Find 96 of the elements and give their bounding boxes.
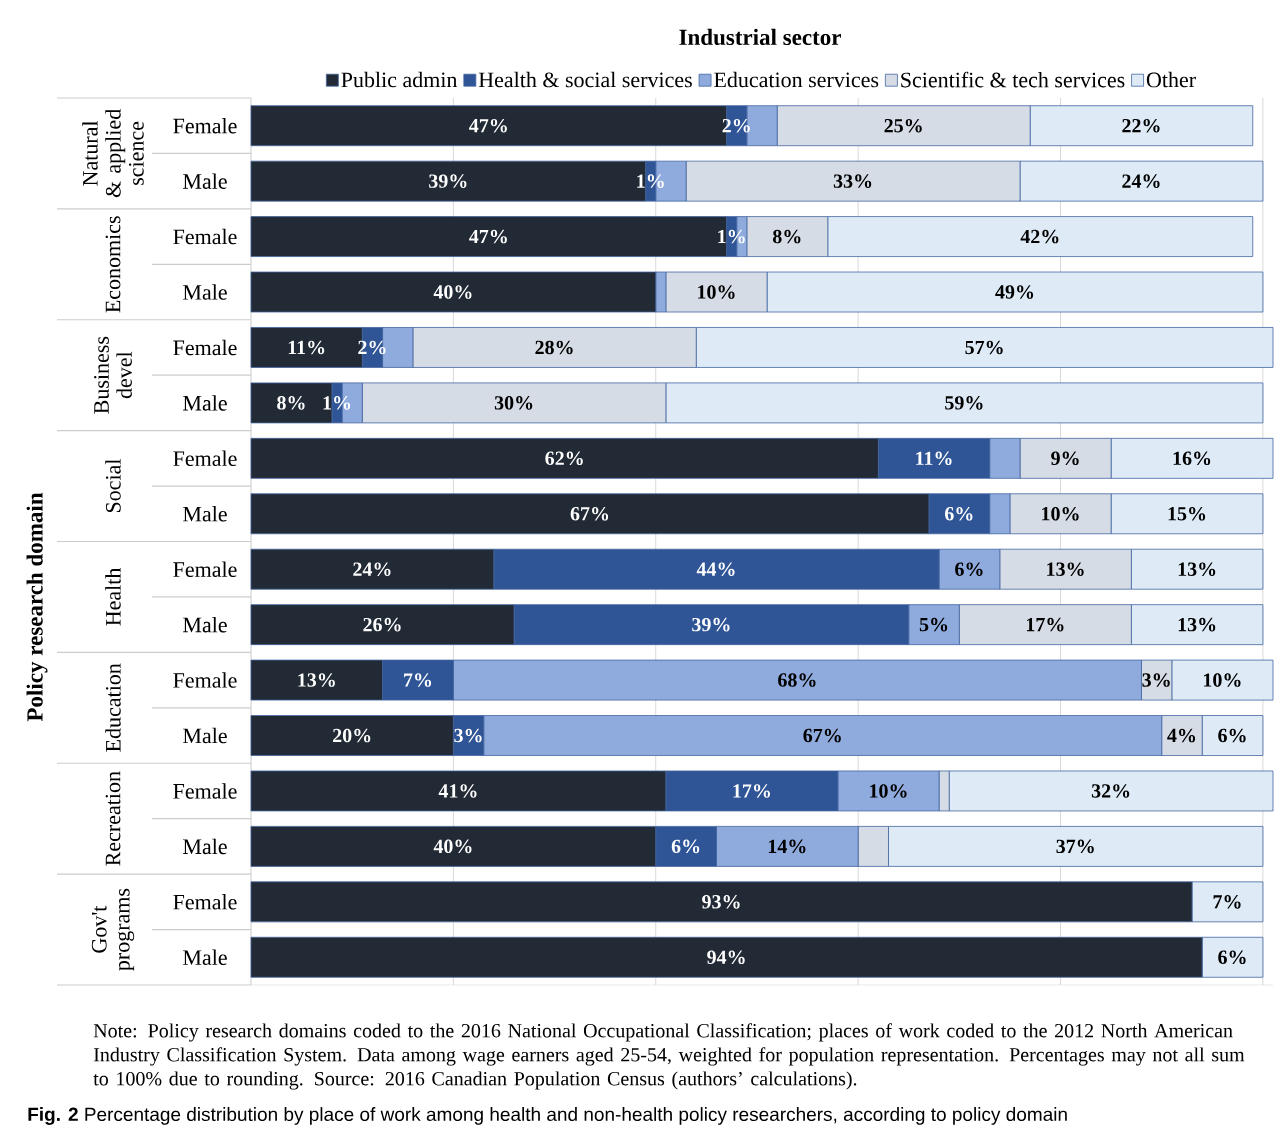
data-label: 26% [363,617,401,632]
data-label: 40% [433,839,472,854]
data-label: 42% [1020,229,1059,244]
y-tick-label: Female [173,228,237,245]
data-label: 7% [404,673,432,687]
data-label: 59% [945,396,983,410]
text: Policy research domain [26,492,48,722]
text: Education [105,663,121,752]
data-label: 11% [288,340,325,355]
data-label: 1% [637,174,664,188]
data-label: 41% [438,784,477,798]
data-label: 13% [298,673,335,687]
data-label: 11% [916,451,952,466]
data-label: 47% [469,229,507,244]
y-tick-label: Female [173,339,237,356]
y-tick-label: Male [183,616,227,633]
data-label: 49% [995,285,1034,299]
data-label: 5% [919,617,948,632]
data-label: 68% [778,673,816,687]
data-label: 37% [1056,839,1094,854]
text: Fig. 2 Percentage distribution by place of work among health and non-health policy researchers, according to policy domain [28,1107,1067,1125]
data-label: 10% [698,285,735,299]
data-label: 22% [1122,118,1160,133]
data-label: 9% [1051,451,1079,466]
data-label: 57% [965,340,1003,355]
data-label: 6% [1218,728,1246,743]
data-label: 93% [702,895,740,909]
data-label: 17% [733,784,771,798]
data-label: 8% [772,229,801,244]
data-label: 30% [494,396,533,410]
data-label: 7% [1213,895,1241,909]
data-label: 6% [1218,950,1246,965]
data-label: 32% [1091,784,1130,798]
y-tick-label: Female [173,672,237,688]
y-tick-label: Female [173,117,237,134]
data-label: 10% [870,784,907,798]
data-label: 24% [1122,174,1160,188]
data-label: 94% [707,950,745,965]
data-label: 4% [1167,728,1196,743]
data-label: 3% [454,728,482,743]
data-label: 3% [1142,673,1170,687]
data-label: 24% [353,562,391,576]
text: Health [105,567,121,626]
data-label: 13% [1178,617,1216,632]
data-label: 33% [833,174,872,188]
legend-label: Other [1146,71,1196,88]
y-tick-label: Female [173,783,237,799]
data-label: 16% [1173,451,1211,466]
data-label: 10% [1204,673,1241,687]
y-tick-label: Male [183,727,227,744]
data-label: 47% [469,118,507,133]
data-label: 20% [333,728,371,743]
data-label: 67% [803,728,841,743]
y-tick-label: Male [183,838,227,855]
data-label: 6% [671,839,700,854]
text: Economics [105,216,121,313]
data-label: 10% [1042,507,1079,521]
legend-label: Health & social services [478,71,692,88]
text: Note: Policy research domains coded to the 2016 National Occupational Classification; places of work coded to the 2012 North American Industry Classification System. Data among wage earners aged 25-54, weighted for population representation. Percentages may not all sum to 100% due to rounding. Source: 2016 Canadian Population Census (authors’ calculations). [93,1023,1245,1090]
data-label: 25% [884,118,922,133]
text: Gov't programs [91,888,135,971]
data-label: 13% [1178,562,1216,576]
data-label: 15% [1168,507,1206,521]
y-tick-label: Male [183,395,227,411]
data-label: 39% [429,174,467,188]
data-label: 6% [945,507,973,521]
data-label: 8% [277,396,305,410]
text: Natural & applied science [82,109,144,198]
text: Recreation [105,771,121,866]
data-label: 14% [768,839,806,854]
legend-label: Public admin [341,71,458,88]
y-tick-label: Female [173,894,237,910]
legend-label: Education services [714,71,879,88]
data-label: 1% [323,396,351,410]
y-tick-label: Male [183,284,227,300]
data-label: 67% [570,507,609,521]
text: Social [105,458,121,513]
data-label: 39% [692,617,730,632]
y-tick-label: Male [183,506,227,522]
text: Business devel [94,336,132,414]
y-tick-label: Female [173,450,237,467]
data-label: 2% [722,118,750,133]
data-label: 13% [1047,562,1084,576]
y-tick-label: Male [183,949,227,966]
legend-label: Scientific & tech services [901,71,1125,88]
data-label: 17% [1026,617,1064,632]
data-label: 62% [545,451,583,466]
data-label: 1% [718,229,745,244]
data-label: 2% [358,340,386,355]
data-label: 44% [696,562,735,576]
data-label: 6% [955,562,983,576]
y-tick-label: Female [173,561,237,577]
data-label: 40% [433,285,472,299]
y-tick-label: Male [183,173,227,189]
chart-title: Industrial sector [679,28,841,46]
data-label: 28% [535,340,573,355]
